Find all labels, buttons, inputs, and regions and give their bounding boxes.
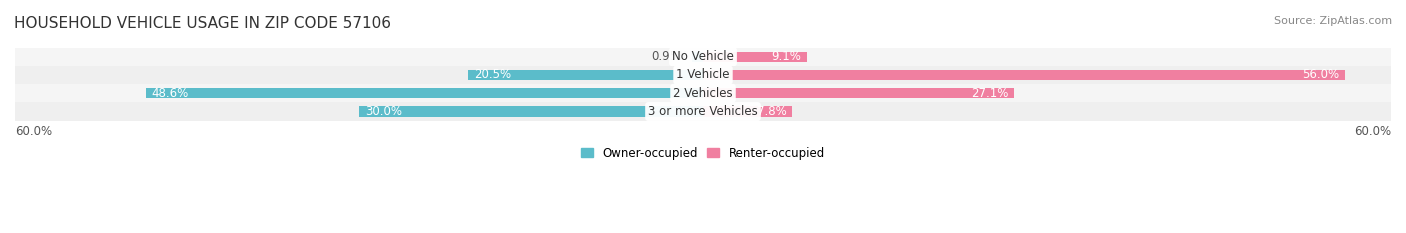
Text: 0.95%: 0.95% — [651, 50, 689, 63]
Text: 60.0%: 60.0% — [1354, 125, 1391, 138]
Bar — [15, 84, 1391, 102]
Text: 30.0%: 30.0% — [364, 105, 402, 118]
Bar — [703, 70, 1346, 80]
Text: HOUSEHOLD VEHICLE USAGE IN ZIP CODE 57106: HOUSEHOLD VEHICLE USAGE IN ZIP CODE 5710… — [14, 16, 391, 31]
Bar — [146, 88, 703, 98]
Text: 27.1%: 27.1% — [970, 87, 1008, 100]
Text: Source: ZipAtlas.com: Source: ZipAtlas.com — [1274, 16, 1392, 26]
Legend: Owner-occupied, Renter-occupied: Owner-occupied, Renter-occupied — [576, 142, 830, 164]
Text: 60.0%: 60.0% — [15, 125, 52, 138]
Text: 20.5%: 20.5% — [474, 69, 510, 82]
Text: 48.6%: 48.6% — [152, 87, 188, 100]
Text: 9.1%: 9.1% — [772, 50, 801, 63]
Bar — [468, 70, 703, 80]
Bar — [15, 66, 1391, 84]
Text: 3 or more Vehicles: 3 or more Vehicles — [648, 105, 758, 118]
Bar — [692, 52, 703, 62]
Text: 1 Vehicle: 1 Vehicle — [676, 69, 730, 82]
Bar — [15, 48, 1391, 66]
Text: No Vehicle: No Vehicle — [672, 50, 734, 63]
Bar — [703, 106, 793, 116]
Text: 7.8%: 7.8% — [756, 105, 787, 118]
Bar — [703, 88, 1014, 98]
Bar — [15, 102, 1391, 121]
Text: 2 Vehicles: 2 Vehicles — [673, 87, 733, 100]
Bar — [359, 106, 703, 116]
Text: 56.0%: 56.0% — [1302, 69, 1340, 82]
Bar — [703, 52, 807, 62]
